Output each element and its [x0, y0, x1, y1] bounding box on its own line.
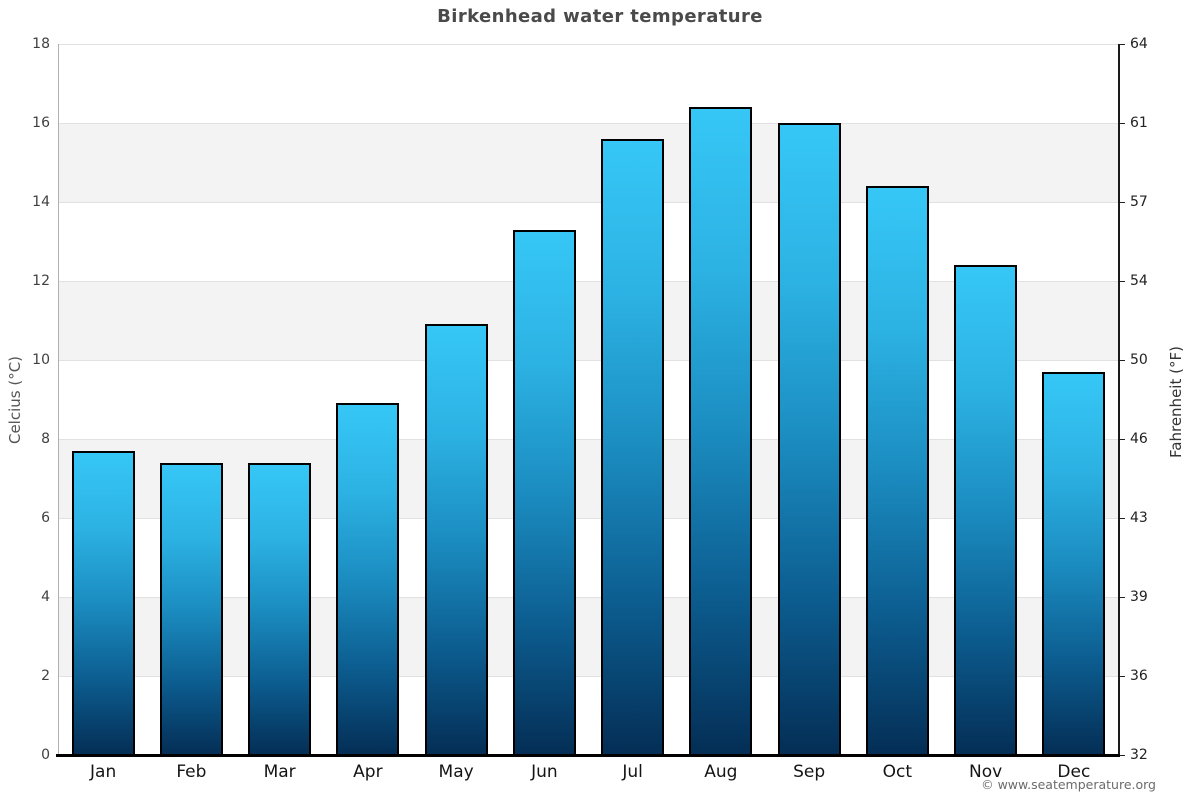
y-tick-left-12: 12	[32, 272, 50, 289]
y-tickmark-right	[1119, 122, 1125, 124]
gridline	[59, 43, 1118, 45]
plot-band	[59, 676, 1118, 755]
y-tickmark-right	[1119, 675, 1125, 677]
y-tick-right-43: 43	[1130, 509, 1148, 526]
y-axis-line-right	[1118, 44, 1120, 755]
x-tick-nov: Nov	[969, 762, 1003, 782]
plot-band	[59, 360, 1118, 439]
gridline	[59, 438, 1118, 440]
bar-oct	[865, 186, 929, 755]
x-tick-jul: Jul	[622, 762, 643, 782]
y-tick-right-46: 46	[1130, 430, 1148, 447]
y-axis-label-fahrenheit: Fahrenheit (°F)	[1167, 346, 1185, 458]
plot-band	[59, 44, 1118, 123]
bar-aug	[689, 107, 753, 755]
bar-may	[424, 324, 488, 755]
gridline	[59, 517, 1118, 519]
y-tick-right-61: 61	[1130, 114, 1148, 131]
y-tickmark-right	[1119, 43, 1125, 45]
x-tick-mar: Mar	[263, 762, 296, 782]
x-tick-jun: Jun	[531, 762, 558, 782]
plot-band	[59, 518, 1118, 597]
x-tick-dec: Dec	[1057, 762, 1091, 782]
x-axis-line-bottom	[56, 754, 1120, 757]
y-axis-label-celsius: Celcius (°C)	[6, 355, 24, 445]
y-tick-left-4: 4	[41, 588, 50, 605]
y-tickmark-right	[1119, 201, 1125, 203]
bar-dec	[1042, 371, 1106, 755]
x-tick-apr: Apr	[353, 762, 383, 782]
plot-band	[59, 597, 1118, 676]
y-tick-left-2: 2	[41, 667, 50, 684]
x-tick-aug: Aug	[704, 762, 738, 782]
y-tick-right-64: 64	[1130, 35, 1148, 52]
gridline	[59, 280, 1118, 282]
y-axis-line-left	[58, 44, 59, 755]
chart-title: Birkenhead water temperature	[437, 6, 763, 27]
bar-nov	[954, 265, 1018, 755]
bar-feb	[159, 462, 223, 755]
bar-jul	[601, 138, 665, 755]
y-tick-left-16: 16	[32, 114, 50, 131]
y-tick-left-10: 10	[32, 351, 50, 368]
x-tick-feb: Feb	[176, 762, 207, 782]
plot-band	[59, 281, 1118, 360]
y-tick-right-32: 32	[1130, 746, 1148, 763]
plot-band	[59, 439, 1118, 518]
y-tick-right-57: 57	[1130, 193, 1148, 210]
y-tickmark-right	[1119, 596, 1125, 598]
y-tick-left-14: 14	[32, 193, 50, 210]
footer-credit-link[interactable]: © www.seatemperature.org	[981, 777, 1156, 792]
gridline	[59, 201, 1118, 203]
x-tick-sep: Sep	[793, 762, 826, 782]
bar-sep	[777, 123, 841, 755]
plot-band	[59, 123, 1118, 202]
y-tickmark-right	[1119, 754, 1125, 756]
y-tick-right-50: 50	[1130, 351, 1148, 368]
bar-jun	[512, 229, 576, 755]
y-tick-left-18: 18	[32, 35, 50, 52]
x-tick-may: May	[438, 762, 474, 782]
y-tickmark-right	[1119, 359, 1125, 361]
bar-mar	[248, 462, 312, 755]
gridline	[59, 359, 1118, 361]
y-tickmark-right	[1119, 438, 1125, 440]
y-tick-right-54: 54	[1130, 272, 1148, 289]
gridline	[59, 122, 1118, 124]
x-tick-jan: Jan	[90, 762, 117, 782]
y-tick-left-8: 8	[41, 430, 50, 447]
gridline	[59, 675, 1118, 677]
y-tick-left-0: 0	[41, 746, 50, 763]
y-tick-left-6: 6	[41, 509, 50, 526]
bar-jan	[71, 450, 135, 755]
plot-band	[59, 202, 1118, 281]
x-tick-oct: Oct	[882, 762, 913, 782]
y-tick-right-36: 36	[1130, 667, 1148, 684]
y-tickmark-right	[1119, 280, 1125, 282]
gridline	[59, 596, 1118, 598]
bar-apr	[336, 403, 400, 755]
y-tickmark-right	[1119, 517, 1125, 519]
y-tick-right-39: 39	[1130, 588, 1148, 605]
